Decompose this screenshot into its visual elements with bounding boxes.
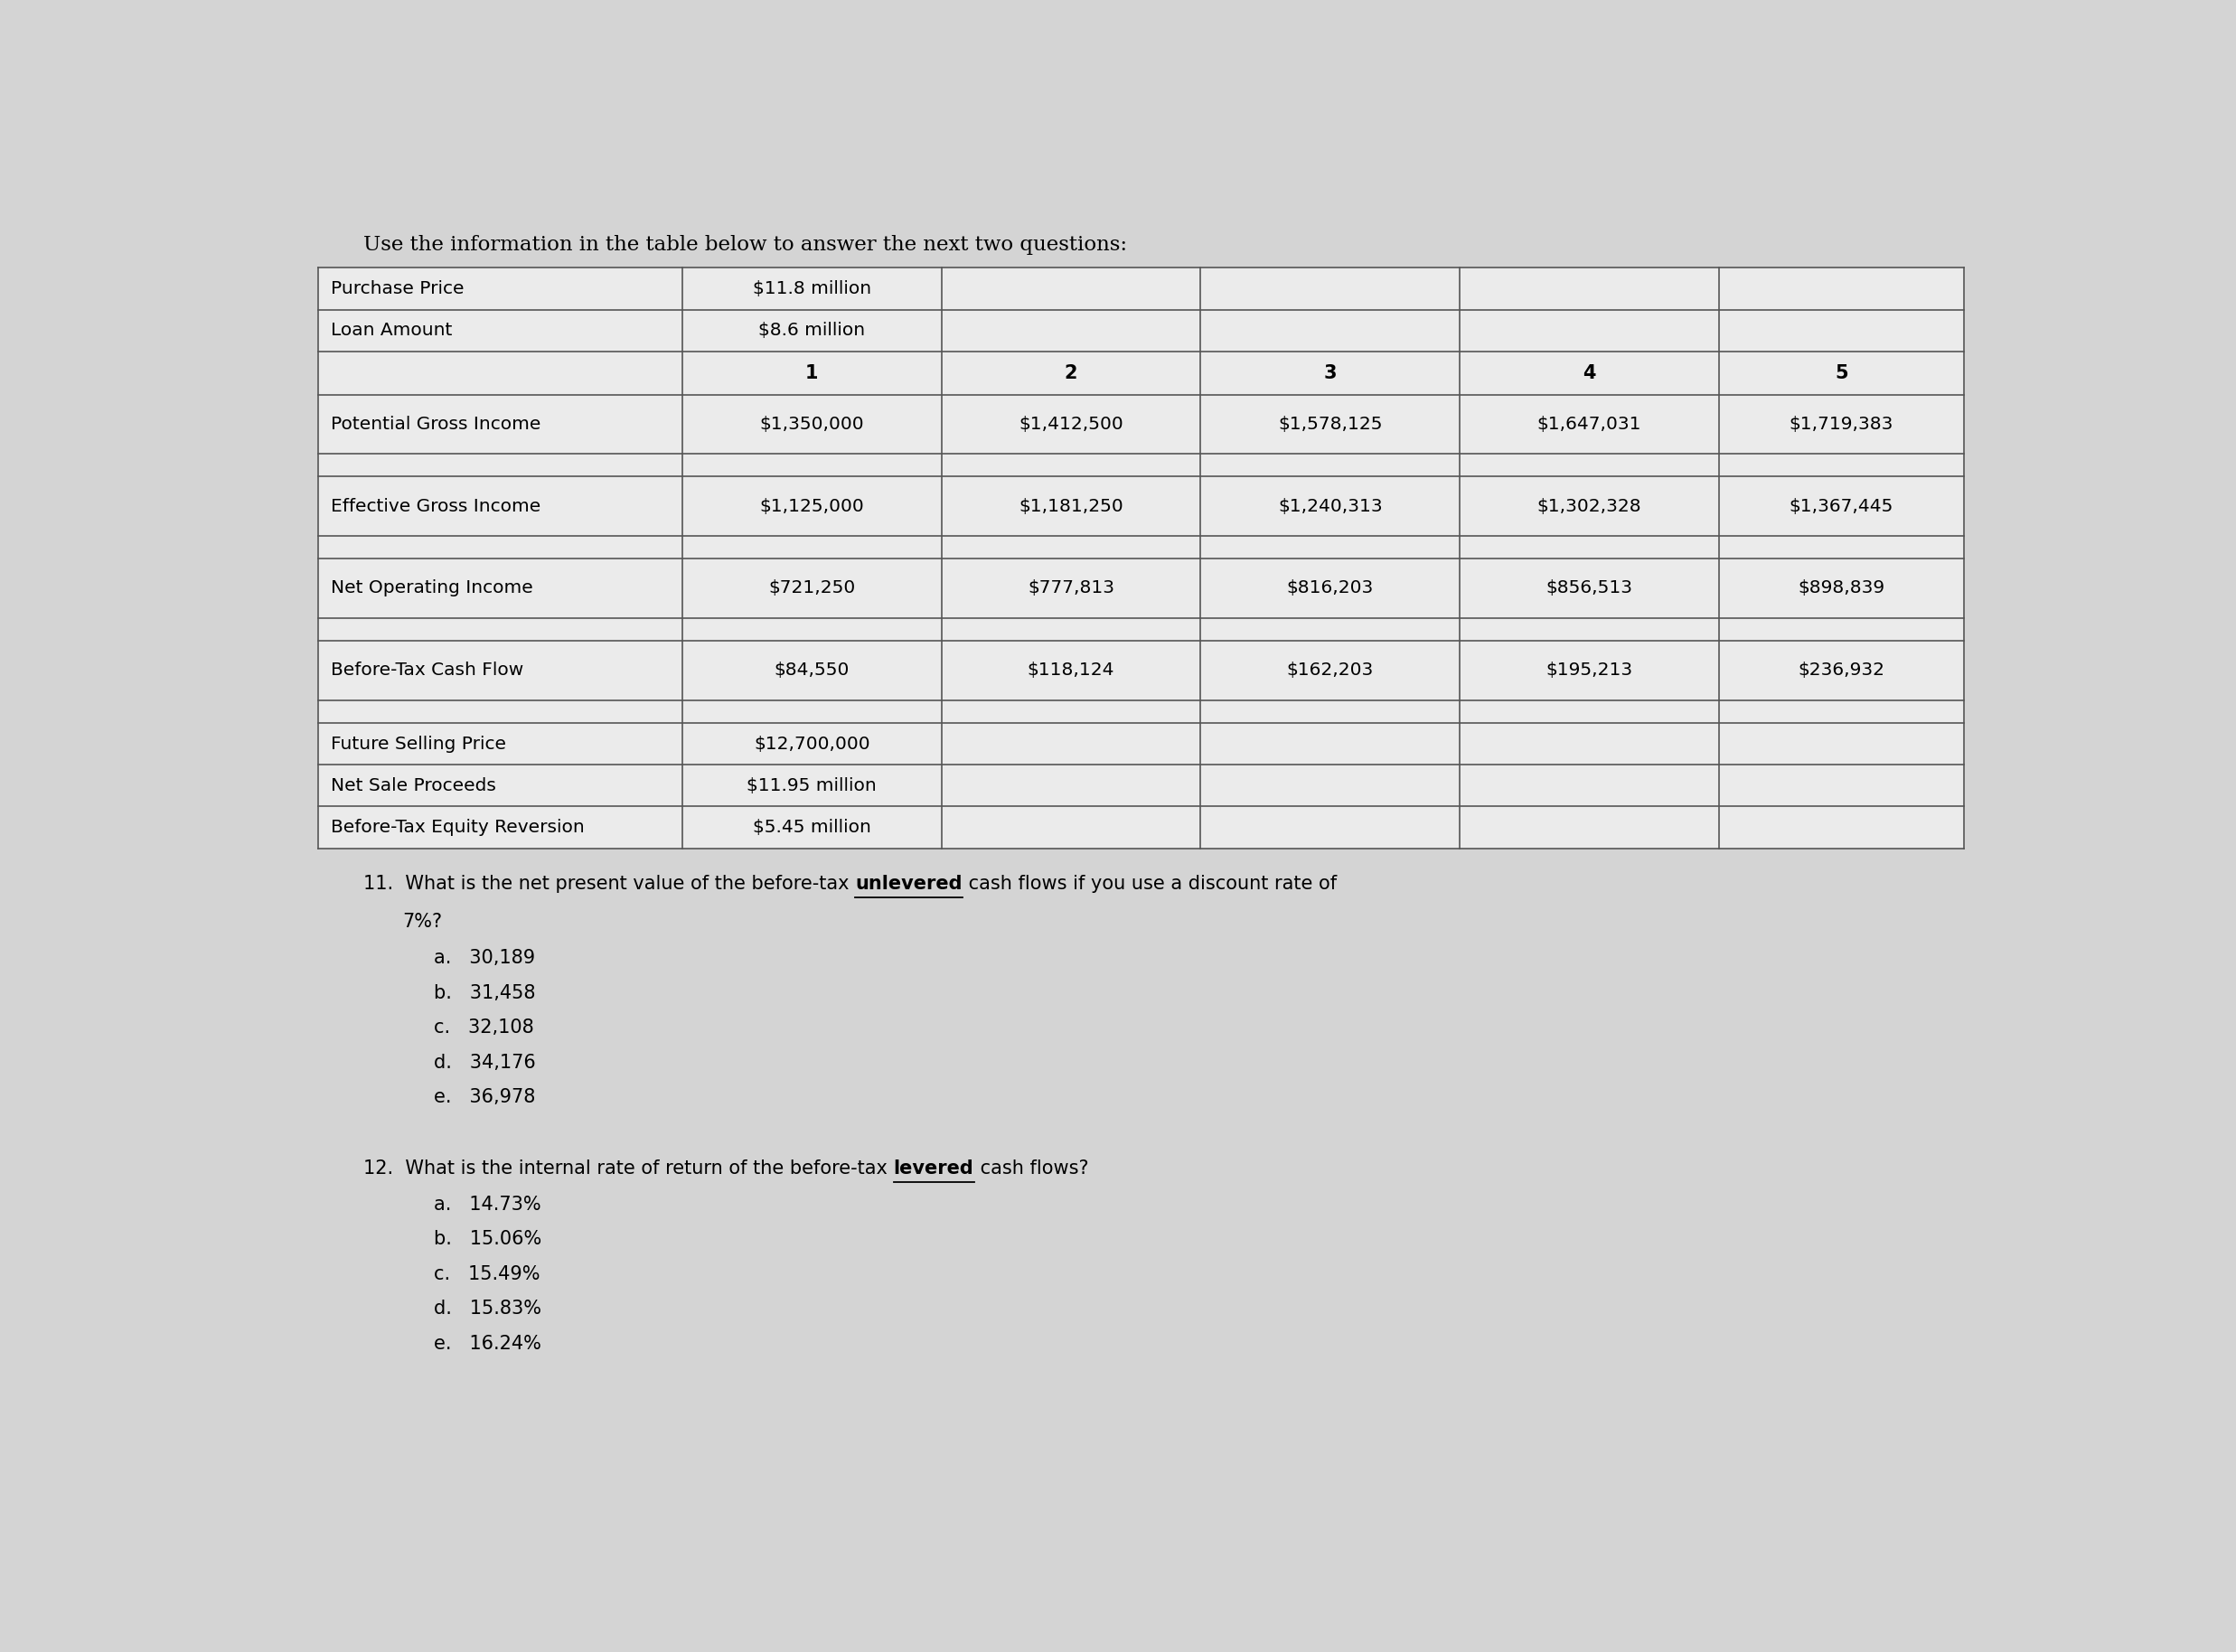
Text: Loan Amount: Loan Amount	[331, 322, 452, 339]
Text: 1: 1	[805, 363, 818, 382]
Text: 2: 2	[1064, 363, 1078, 382]
Text: $856,513: $856,513	[1545, 580, 1632, 596]
Text: $777,813: $777,813	[1029, 580, 1114, 596]
Text: e.   16.24%: e. 16.24%	[434, 1335, 541, 1353]
Text: $84,550: $84,550	[774, 662, 850, 679]
Text: levered: levered	[894, 1160, 975, 1178]
Text: d.   15.83%: d. 15.83%	[434, 1300, 541, 1318]
Text: Before-Tax Equity Reversion: Before-Tax Equity Reversion	[331, 819, 584, 836]
Text: b.   31,458: b. 31,458	[434, 985, 534, 1003]
Text: 4: 4	[1583, 363, 1597, 382]
Text: 5: 5	[1836, 363, 1849, 382]
Text: Use the information in the table below to answer the next two questions:: Use the information in the table below t…	[364, 235, 1127, 254]
Text: 11.  What is the net present value of the before-tax: 11. What is the net present value of the…	[364, 874, 856, 892]
Text: $118,124: $118,124	[1026, 662, 1114, 679]
Text: $236,932: $236,932	[1798, 662, 1885, 679]
Bar	[318, 268, 1963, 847]
Text: cash flows?: cash flows?	[975, 1160, 1089, 1178]
Text: $816,203: $816,203	[1286, 580, 1373, 596]
Text: $721,250: $721,250	[769, 580, 856, 596]
Text: $1,350,000: $1,350,000	[760, 415, 863, 433]
Text: $1,125,000: $1,125,000	[760, 497, 863, 515]
Text: $1,647,031: $1,647,031	[1536, 415, 1641, 433]
Text: a.   14.73%: a. 14.73%	[434, 1196, 541, 1214]
Text: Potential Gross Income: Potential Gross Income	[331, 415, 541, 433]
Text: 3: 3	[1324, 363, 1337, 382]
Text: $1,367,445: $1,367,445	[1789, 497, 1894, 515]
Text: 7%?: 7%?	[402, 914, 443, 932]
Text: d.   34,176: d. 34,176	[434, 1054, 534, 1072]
Text: c.   15.49%: c. 15.49%	[434, 1265, 539, 1284]
Text: 12.  What is the internal rate of return of the before-tax: 12. What is the internal rate of return …	[364, 1160, 894, 1178]
Text: unlevered: unlevered	[856, 874, 961, 892]
Text: $1,719,383: $1,719,383	[1789, 415, 1894, 433]
Text: $8.6 million: $8.6 million	[758, 322, 865, 339]
Text: Future Selling Price: Future Selling Price	[331, 735, 505, 752]
Text: $1,302,328: $1,302,328	[1536, 497, 1641, 515]
Text: b.   15.06%: b. 15.06%	[434, 1231, 541, 1249]
Text: Net Operating Income: Net Operating Income	[331, 580, 532, 596]
Text: a.   30,189: a. 30,189	[434, 950, 534, 966]
Text: Effective Gross Income: Effective Gross Income	[331, 497, 541, 515]
Text: $11.8 million: $11.8 million	[754, 281, 872, 297]
Text: Before-Tax Cash Flow: Before-Tax Cash Flow	[331, 662, 523, 679]
Text: c.   32,108: c. 32,108	[434, 1019, 534, 1037]
Text: Purchase Price: Purchase Price	[331, 281, 463, 297]
Text: $11.95 million: $11.95 million	[747, 776, 877, 795]
Text: $1,240,313: $1,240,313	[1279, 497, 1382, 515]
Text: $195,213: $195,213	[1545, 662, 1632, 679]
Text: $898,839: $898,839	[1798, 580, 1885, 596]
Text: $12,700,000: $12,700,000	[754, 735, 870, 752]
Text: $1,578,125: $1,578,125	[1279, 415, 1382, 433]
Text: $5.45 million: $5.45 million	[754, 819, 872, 836]
Text: $1,412,500: $1,412,500	[1020, 415, 1122, 433]
Text: Net Sale Proceeds: Net Sale Proceeds	[331, 776, 496, 795]
Text: cash flows if you use a discount rate of: cash flows if you use a discount rate of	[961, 874, 1337, 892]
Text: $162,203: $162,203	[1286, 662, 1373, 679]
Text: $1,181,250: $1,181,250	[1020, 497, 1122, 515]
Text: e.   36,978: e. 36,978	[434, 1089, 534, 1107]
